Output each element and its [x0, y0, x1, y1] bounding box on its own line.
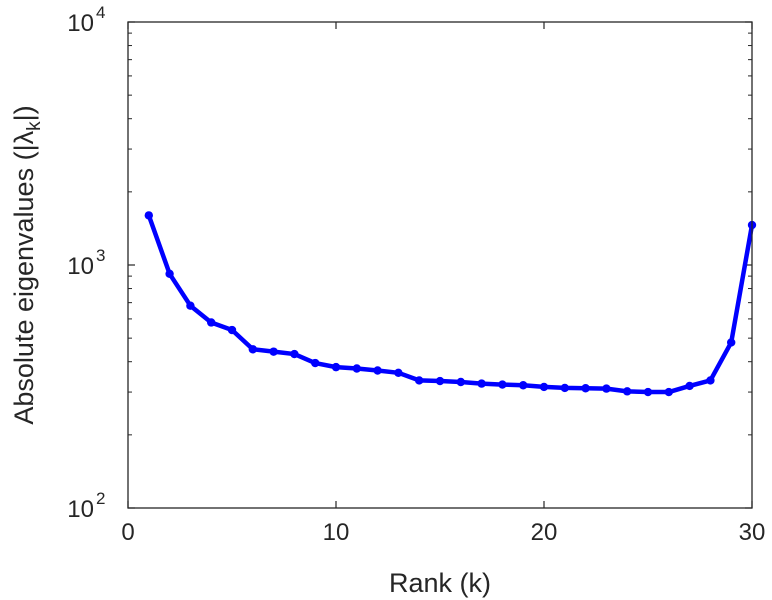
y-axis-label-lambda: λ: [9, 130, 39, 144]
data-point: [435, 376, 445, 386]
data-point: [602, 384, 611, 393]
x-tick-label: 20: [531, 519, 558, 546]
data-point: [144, 211, 153, 220]
data-point: [394, 368, 403, 378]
data-point: [186, 301, 195, 310]
y-tick-label: 10: [67, 496, 94, 523]
data-point: [311, 358, 320, 368]
y-axis-label-suffix: |): [9, 105, 39, 121]
data-point: [290, 349, 299, 359]
x-tick-label: 30: [739, 519, 766, 546]
data-point: [706, 376, 715, 385]
x-axis-label: Rank (k): [389, 568, 491, 598]
axes-box: [127, 21, 753, 509]
data-point: [456, 377, 465, 387]
y-tick-label: 10: [67, 10, 94, 37]
y-tick-label: 10: [67, 253, 94, 280]
y-axis-label-prefix: Absolute eigenvalues (|: [9, 144, 39, 424]
data-point: [352, 364, 361, 373]
y-tick-exponent: 4: [96, 3, 105, 22]
data-point: [373, 366, 382, 375]
data-point: [519, 381, 528, 390]
data-point: [727, 338, 736, 347]
data-point: [207, 318, 216, 327]
plot-area: [128, 22, 752, 508]
data-point: [227, 325, 237, 335]
data-point: [331, 362, 341, 372]
data-point: [248, 345, 257, 354]
y-axis-label: Absolute eigenvalues (|λk|): [9, 105, 45, 424]
data-point: [623, 387, 632, 396]
data-point: [269, 347, 278, 356]
data-point: [643, 387, 653, 397]
data-point: [664, 387, 673, 397]
y-axis-label-subscript: k: [24, 121, 45, 131]
x-tick-label: 10: [323, 519, 350, 546]
data-point: [581, 384, 590, 393]
data-point: [477, 379, 486, 388]
data-point: [165, 269, 174, 278]
data-point: [560, 383, 569, 393]
data-point: [685, 381, 694, 391]
data-point: [539, 382, 549, 392]
data-point: [415, 376, 424, 385]
series-layer: [144, 211, 757, 397]
y-tick-exponent: 2: [96, 489, 105, 508]
y-tick-exponent: 3: [96, 246, 105, 265]
data-point: [498, 380, 507, 389]
x-tick-label: 0: [121, 519, 134, 546]
